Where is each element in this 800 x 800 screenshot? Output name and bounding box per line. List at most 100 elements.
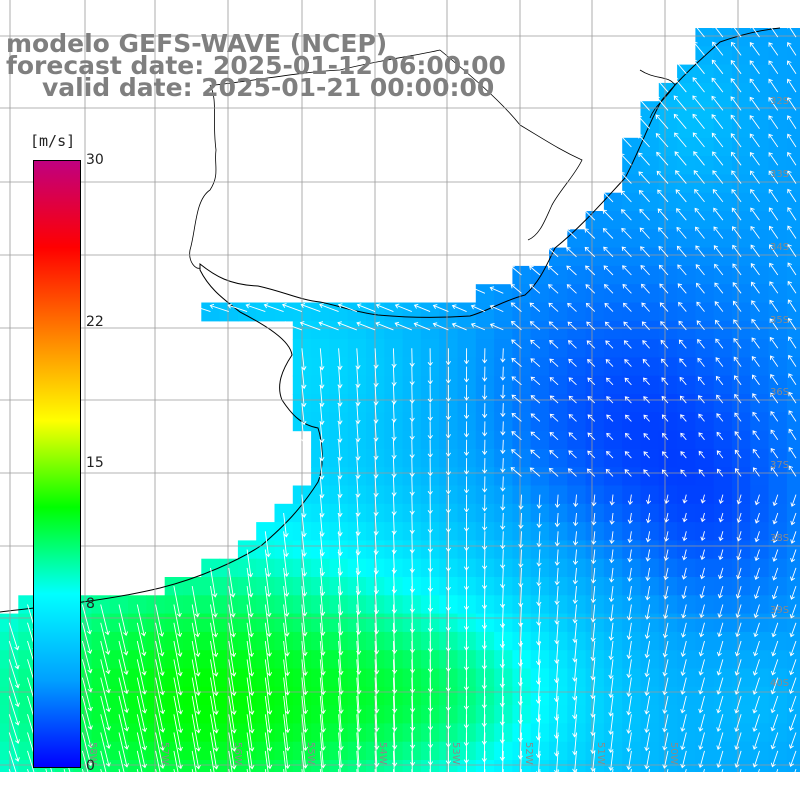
wind-arrow (626, 677, 632, 697)
wind-arrow (585, 302, 596, 312)
speed-cell (750, 247, 770, 267)
speed-cell (677, 302, 696, 322)
wind-arrow (657, 189, 669, 203)
wind-arrow (734, 640, 742, 657)
wind-arrow (445, 458, 451, 476)
wind-arrow (228, 695, 237, 734)
wind-arrow (391, 403, 397, 423)
speed-cell (658, 394, 678, 413)
wind-arrow (511, 376, 522, 386)
wind-arrow (715, 338, 724, 349)
speed-cell (658, 375, 678, 395)
wind-arrow (191, 304, 211, 313)
wind-arrow (463, 512, 470, 532)
wind-arrow (356, 303, 376, 313)
speed-cell (530, 412, 550, 432)
wind-arrow (374, 622, 380, 655)
speed-cell (713, 467, 733, 487)
wind-arrow (409, 421, 415, 441)
speed-cell (732, 247, 751, 267)
wind-arrow (210, 714, 219, 752)
wind-arrow (697, 376, 705, 386)
wind-arrow (768, 225, 779, 239)
wind-arrow (678, 320, 687, 331)
wind-arrow (173, 677, 183, 715)
wind-arrow (246, 732, 255, 770)
speed-cell (512, 357, 532, 377)
speed-cell (786, 357, 800, 377)
wind-arrow (643, 396, 650, 404)
speed-cell (713, 394, 733, 413)
wind-arrow (409, 677, 416, 713)
wind-arrow (749, 42, 760, 56)
speed-cell (512, 448, 532, 468)
wind-arrow (392, 714, 398, 750)
speed-cell (713, 28, 733, 47)
speed-cell (549, 430, 568, 450)
wind-arrow (624, 359, 632, 367)
wind-arrow (787, 243, 797, 258)
wind-arrow (714, 301, 724, 312)
speed-cell (640, 320, 660, 340)
speed-cell (640, 412, 660, 432)
speed-cell (677, 174, 696, 194)
speed-cell (658, 430, 678, 450)
wind-arrow (81, 640, 93, 674)
wind-arrow (624, 414, 632, 422)
wind-arrow (572, 549, 579, 565)
wind-arrow (373, 567, 379, 595)
wind-arrow (677, 264, 687, 276)
speed-cell (786, 320, 800, 340)
wind-arrow (500, 476, 506, 492)
wind-arrow (549, 339, 559, 349)
speed-cell (640, 394, 660, 413)
wind-arrow (482, 421, 488, 437)
wind-arrow (373, 604, 380, 635)
speed-cell (677, 320, 696, 340)
wind-arrow (662, 659, 669, 677)
wind-arrow (768, 152, 779, 166)
wind-arrow (750, 207, 760, 221)
wind-arrow (118, 640, 129, 675)
speed-cell (768, 211, 788, 230)
lon-label: 53W (450, 742, 461, 765)
speed-cell (512, 265, 532, 285)
speed-cell (695, 64, 715, 84)
wind-arrow (643, 433, 650, 441)
wind-arrow (374, 677, 380, 714)
speed-cell (475, 302, 495, 322)
wind-arrow (682, 494, 688, 504)
wind-arrow (427, 476, 433, 496)
wind-arrow (510, 302, 522, 312)
wind-arrow (604, 302, 614, 312)
wind-arrow (427, 458, 433, 477)
wind-arrow (391, 476, 397, 497)
wind-arrow (246, 604, 254, 638)
wind-arrow (500, 439, 506, 455)
wind-arrow (246, 640, 255, 677)
speed-cell (658, 448, 678, 468)
wind-arrow (770, 714, 779, 732)
wind-arrow (662, 732, 669, 751)
wind-arrow (770, 410, 779, 422)
speed-cell (347, 320, 367, 340)
wind-arrow (81, 695, 93, 730)
wind-arrow (374, 714, 380, 750)
wind-arrow (427, 439, 433, 458)
wind-arrow (787, 60, 797, 75)
wind-arrow (609, 512, 615, 525)
wind-arrow (718, 512, 724, 523)
wind-arrow (518, 512, 524, 529)
wind-arrow (228, 604, 236, 638)
wind-arrow (445, 439, 451, 457)
speed-cell (658, 156, 678, 175)
wind-arrow (713, 207, 724, 221)
wind-arrow (608, 732, 614, 753)
wind-arrow (500, 384, 506, 399)
wind-arrow (735, 622, 742, 638)
wind-arrow (511, 394, 522, 404)
wind-arrow (752, 750, 760, 768)
speed-cell (768, 430, 788, 450)
wind-arrow (787, 262, 797, 276)
wind-arrow (530, 358, 541, 367)
